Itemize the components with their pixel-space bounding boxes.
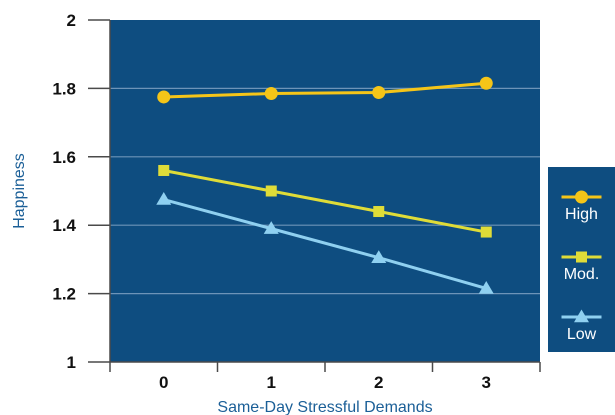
series-group — [156, 76, 494, 294]
series-2 — [156, 192, 494, 294]
data-point — [156, 192, 172, 205]
series-line — [163, 198, 487, 290]
x-tick-label: 0 — [159, 373, 168, 392]
x-tick-label: 2 — [374, 373, 383, 392]
series-0 — [157, 76, 493, 104]
legend-marker — [575, 190, 588, 204]
data-point — [371, 250, 387, 263]
data-point — [263, 221, 279, 234]
data-point — [480, 226, 492, 238]
legend-label: Low — [567, 326, 597, 343]
series-1 — [158, 164, 492, 238]
legend-item: Low — [561, 309, 602, 343]
y-tick-label: 1.6 — [52, 148, 76, 167]
series-line — [163, 169, 487, 234]
legend: High Mod. Low — [548, 167, 615, 352]
legend-label: High — [565, 206, 598, 223]
y-tick-label: 2 — [67, 11, 76, 30]
legend-item: High — [561, 190, 602, 223]
axes — [88, 19, 541, 372]
y-tick-labels: 1 1.2 1.4 1.6 1.8 2 — [52, 11, 76, 372]
data-point — [264, 87, 278, 101]
x-axis-label: Same-Day Stressful Demands — [217, 399, 432, 415]
legend-marker — [576, 251, 587, 263]
legend-marker — [574, 309, 589, 323]
plot-area — [110, 20, 540, 362]
gridlines — [110, 87, 540, 295]
x-tick-labels: 0 1 2 3 — [159, 373, 491, 392]
data-point — [157, 90, 171, 104]
data-point — [265, 185, 277, 197]
data-point — [373, 206, 385, 218]
y-tick-label: 1.2 — [52, 285, 76, 304]
legend-item: Mod. — [561, 251, 602, 283]
y-tick-label: 1.4 — [52, 216, 76, 235]
data-point — [158, 164, 170, 176]
series-line — [163, 81, 487, 99]
y-tick-label: 1 — [67, 353, 76, 372]
data-point — [372, 86, 386, 100]
x-tick-label: 1 — [267, 373, 276, 392]
y-axis-label: Happiness — [11, 153, 28, 229]
x-tick-label: 3 — [482, 373, 491, 392]
y-tick-label: 1.8 — [52, 79, 76, 98]
legend-label: Mod. — [564, 266, 600, 283]
data-point — [479, 76, 493, 90]
data-point — [478, 280, 494, 294]
